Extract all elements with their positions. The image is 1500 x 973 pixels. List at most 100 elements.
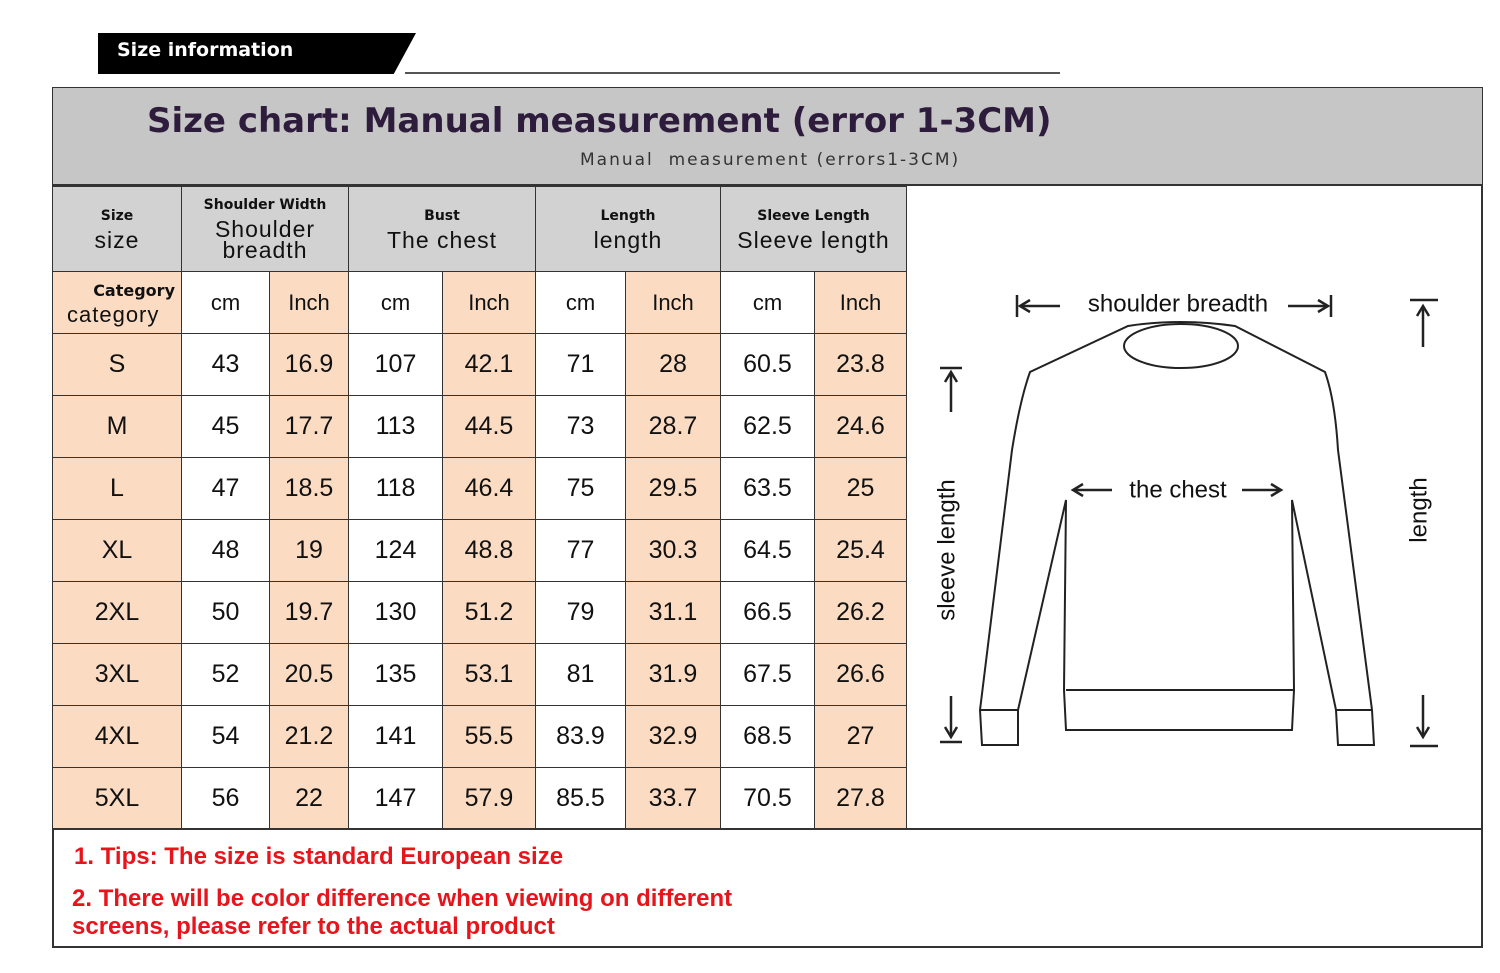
value: 113 bbox=[375, 412, 416, 440]
value-cell: 135 bbox=[348, 643, 443, 706]
unit: Inch bbox=[839, 289, 882, 315]
value-cell: 73 bbox=[535, 395, 626, 458]
size-cell: M bbox=[52, 395, 182, 458]
header-main: Shoulder Width bbox=[203, 197, 327, 213]
column-header: Sleeve Length Sleeve length bbox=[720, 186, 907, 272]
value-cell: 33.7 bbox=[625, 767, 721, 830]
value-cell: 118 bbox=[348, 457, 443, 520]
value-cell: 48 bbox=[181, 519, 270, 582]
value-cell: 54 bbox=[181, 705, 270, 768]
size: 4XL bbox=[94, 722, 140, 750]
value: 26.6 bbox=[836, 660, 885, 688]
value-cell: 20.5 bbox=[269, 643, 349, 706]
value-cell: 50 bbox=[181, 581, 270, 644]
category-cell: Category category bbox=[52, 271, 182, 334]
size-cell: 5XL bbox=[52, 767, 182, 830]
tab-rule bbox=[405, 72, 1060, 74]
value-cell: 22 bbox=[269, 767, 349, 830]
value-cell: 48.8 bbox=[442, 519, 536, 582]
value-cell: 60.5 bbox=[720, 333, 815, 396]
value: 141 bbox=[374, 722, 417, 750]
value: 130 bbox=[374, 598, 417, 626]
value-cell: 30.3 bbox=[625, 519, 721, 582]
value: 66.5 bbox=[743, 598, 792, 626]
value: 147 bbox=[374, 784, 417, 812]
value: 52 bbox=[211, 660, 240, 688]
value: 67.5 bbox=[743, 660, 792, 688]
value-cell: 28.7 bbox=[625, 395, 721, 458]
value: 48 bbox=[211, 536, 240, 564]
value: 24.6 bbox=[836, 412, 885, 440]
value: 32.9 bbox=[648, 722, 698, 750]
value-cell: 26.2 bbox=[814, 581, 907, 644]
size-cell: 3XL bbox=[52, 643, 182, 706]
sweater-diagram: shoulder breadth the chest sleeve length… bbox=[933, 290, 1438, 748]
value: 19 bbox=[295, 536, 323, 564]
value-cell: 79 bbox=[535, 581, 626, 644]
value: 60.5 bbox=[743, 350, 792, 378]
subtitle: Manual measurement (errors1-3CM) bbox=[580, 150, 961, 170]
size: 3XL bbox=[94, 660, 140, 688]
header-sub: The chest bbox=[387, 226, 497, 253]
value-cell: 21.2 bbox=[269, 705, 349, 768]
size-cell: 4XL bbox=[52, 705, 182, 768]
header-sub: Sleeve length bbox=[737, 226, 890, 253]
value: 62.5 bbox=[743, 412, 792, 440]
size-cell: 2XL bbox=[52, 581, 182, 644]
value-cell: 55.5 bbox=[442, 705, 536, 768]
value-cell: 130 bbox=[348, 581, 443, 644]
unit: cm bbox=[565, 289, 596, 315]
value: 118 bbox=[375, 474, 416, 502]
unit: cm bbox=[752, 289, 783, 315]
header-main: Length bbox=[600, 207, 656, 224]
value: 51.2 bbox=[464, 598, 514, 626]
value-cell: 31.1 bbox=[625, 581, 721, 644]
title: Size chart: Manual measurement (error 1-… bbox=[147, 101, 1052, 141]
value-cell: 85.5 bbox=[535, 767, 626, 830]
value-cell: 43 bbox=[181, 333, 270, 396]
header-main: Sleeve Length bbox=[757, 207, 870, 224]
value: 77 bbox=[566, 536, 595, 564]
value: 17.7 bbox=[284, 412, 334, 440]
value: 27.8 bbox=[836, 784, 885, 812]
value-cell: 19.7 bbox=[269, 581, 349, 644]
value: 30.3 bbox=[648, 536, 698, 564]
value: 29.5 bbox=[648, 474, 698, 502]
value: 46.4 bbox=[464, 474, 514, 502]
header-main: Bust bbox=[424, 207, 460, 224]
value-cell: 70.5 bbox=[720, 767, 815, 830]
unit-cell: cm bbox=[348, 271, 443, 334]
value: 63.5 bbox=[743, 474, 792, 502]
value: 43 bbox=[211, 350, 240, 378]
value-cell: 77 bbox=[535, 519, 626, 582]
unit-cell: Inch bbox=[625, 271, 721, 334]
value-cell: 47 bbox=[181, 457, 270, 520]
value-cell: 18.5 bbox=[269, 457, 349, 520]
value: 25 bbox=[846, 474, 875, 502]
collar bbox=[1123, 323, 1239, 369]
value-cell: 32.9 bbox=[625, 705, 721, 768]
value: 19.7 bbox=[284, 598, 334, 626]
value: 56 bbox=[211, 784, 240, 812]
size: S bbox=[108, 350, 126, 378]
column-header: Size size bbox=[52, 186, 182, 272]
header-sub: size bbox=[94, 226, 140, 253]
value-cell: 29.5 bbox=[625, 457, 721, 520]
value: 18.5 bbox=[284, 474, 334, 502]
value-cell: 31.9 bbox=[625, 643, 721, 706]
value-cell: 141 bbox=[348, 705, 443, 768]
value-cell: 27.8 bbox=[814, 767, 907, 830]
size-cell: L bbox=[52, 457, 182, 520]
value: 33.7 bbox=[648, 784, 698, 812]
unit: cm bbox=[210, 289, 241, 315]
value: 21.2 bbox=[284, 722, 334, 750]
size-cell: S bbox=[52, 333, 182, 396]
length-label: length bbox=[1405, 477, 1432, 542]
value-cell: 53.1 bbox=[442, 643, 536, 706]
title-band bbox=[53, 88, 1482, 186]
value: 54 bbox=[211, 722, 240, 750]
value-cell: 57.9 bbox=[442, 767, 536, 830]
value-cell: 28 bbox=[625, 333, 721, 396]
value-cell: 124 bbox=[348, 519, 443, 582]
tip: 2. There will be color difference when v… bbox=[72, 885, 733, 940]
